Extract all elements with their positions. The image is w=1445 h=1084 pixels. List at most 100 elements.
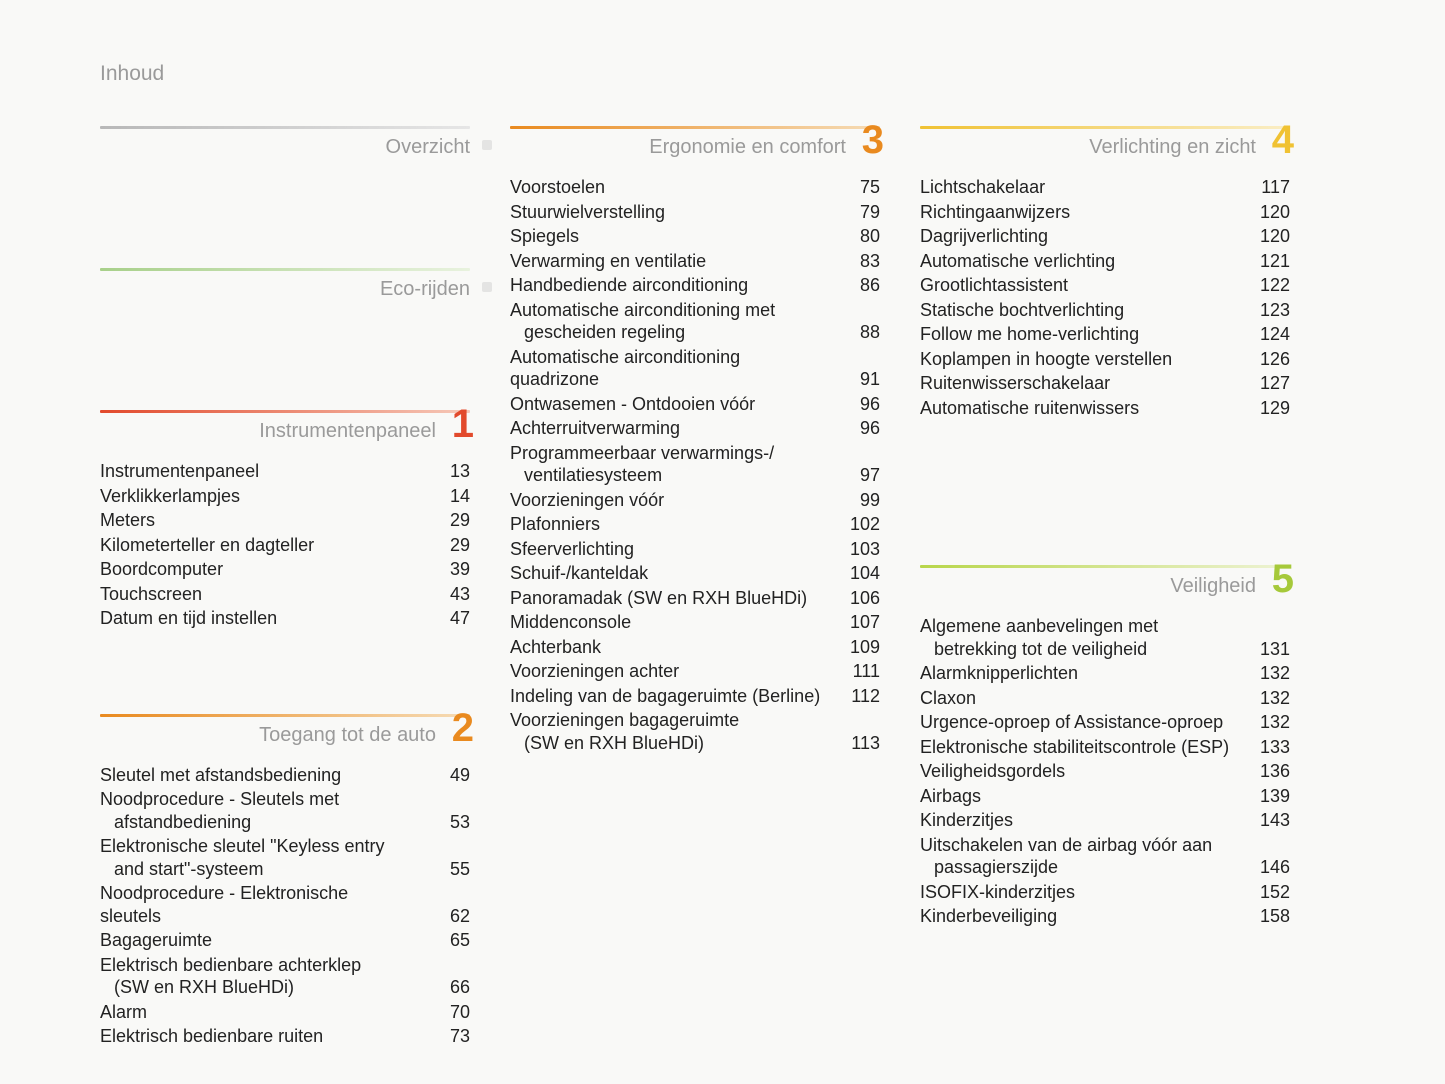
toc-item-page: 96: [832, 417, 880, 440]
toc-item: Meters29: [100, 509, 470, 532]
toc-item: Ontwasemen - Ontdooien vóór96: [510, 393, 880, 416]
toc-item-page: 55: [422, 858, 470, 881]
toc-item-page: 91: [832, 368, 880, 391]
toc-item-label: Statische bochtverlichting: [920, 299, 1242, 322]
toc-item-label: Richtingaanwijzers: [920, 201, 1242, 224]
section-number: 1: [452, 404, 474, 444]
toc-item-page: 86: [832, 274, 880, 297]
toc-item: Claxon132: [920, 687, 1290, 710]
toc-item-label: Lichtschakelaar: [920, 176, 1242, 199]
toc-item-page: 117: [1242, 176, 1290, 199]
section-rule: [100, 714, 470, 717]
toc-item: Grootlichtassistent122: [920, 274, 1290, 297]
toc-item-label: Sleutel met afstandsbediening: [100, 764, 422, 787]
toc-section: Veiligheid5Algemene aanbevelingen metbet…: [920, 565, 1290, 928]
toc-item: Voorzieningen vóór99: [510, 489, 880, 512]
toc-item: Voorzieningen achter111: [510, 660, 880, 683]
toc-item: Lichtschakelaar117: [920, 176, 1290, 199]
toc-item-page: 107: [832, 611, 880, 634]
toc-item-page: 99: [832, 489, 880, 512]
section-rule: [510, 126, 880, 129]
toc-item-page: 97: [832, 464, 880, 487]
toc-item: Veiligheidsgordels136: [920, 760, 1290, 783]
toc-item: Noodprocedure - Sleutels metafstandbedie…: [100, 788, 470, 833]
toc-item-page: 80: [832, 225, 880, 248]
toc-section: Toegang tot de auto2Sleutel met afstands…: [100, 714, 470, 1048]
toc-item: Boordcomputer39: [100, 558, 470, 581]
section-gap: [100, 354, 470, 410]
toc-item: Voorstoelen75: [510, 176, 880, 199]
toc-item-label: Noodprocedure - Elektronische sleutels: [100, 882, 422, 927]
toc-item-page: 65: [422, 929, 470, 952]
toc-item-label: Verwarming en ventilatie: [510, 250, 832, 273]
toc-item-page: 73: [422, 1025, 470, 1048]
toc-item-label: Noodprocedure - Sleutels metafstandbedie…: [100, 788, 422, 833]
section-number: 2: [452, 708, 474, 748]
toc-item: Instrumentenpaneel13: [100, 460, 470, 483]
toc-section: Eco-rijden: [100, 268, 470, 318]
toc-item-page: 152: [1242, 881, 1290, 904]
toc-item-page: 13: [422, 460, 470, 483]
toc-item: Verwarming en ventilatie83: [510, 250, 880, 273]
toc-item: Handbediende airconditioning86: [510, 274, 880, 297]
section-rule: [100, 126, 470, 129]
toc-item-label: Elektronische stabiliteitscontrole (ESP): [920, 736, 1242, 759]
toc-item: Uitschakelen van de airbag vóór aanpassa…: [920, 834, 1290, 879]
toc-item-label: Achterbank: [510, 636, 832, 659]
toc-item: Achterbank109: [510, 636, 880, 659]
section-gap: [100, 212, 470, 268]
toc-item-page: 111: [832, 660, 880, 683]
toc-item: Alarmknipperlichten132: [920, 662, 1290, 685]
toc-item-page: 75: [832, 176, 880, 199]
toc-item-page: 53: [422, 811, 470, 834]
toc-item-page: 96: [832, 393, 880, 416]
section-gap: [920, 455, 1290, 565]
toc-item-label: Voorzieningen bagageruimte(SW en RXH Blu…: [510, 709, 832, 754]
toc-item: Alarm70: [100, 1001, 470, 1024]
section-number: 4: [1272, 120, 1294, 160]
toc-item-page: 39: [422, 558, 470, 581]
toc-item-label: Programmeerbaar verwarmings-/ventilaties…: [510, 442, 832, 487]
toc-item: Follow me home-verlichting124: [920, 323, 1290, 346]
section-title: Veiligheid: [1170, 575, 1256, 598]
toc-section: Overzicht: [100, 126, 470, 176]
toc-item-label: Kinderzitjes: [920, 809, 1242, 832]
section-number: 5: [1272, 559, 1294, 599]
toc-item-page: 79: [832, 201, 880, 224]
toc-item-label: Airbags: [920, 785, 1242, 808]
section-rule: [100, 268, 470, 271]
toc-item-page: 136: [1242, 760, 1290, 783]
toc-items: Sleutel met afstandsbediening49Noodproce…: [100, 764, 470, 1048]
toc-item-label: Dagrijverlichting: [920, 225, 1242, 248]
toc-item-page: 113: [832, 732, 880, 755]
toc-item-label: Schuif-/kanteldak: [510, 562, 832, 585]
toc-item-page: 66: [422, 976, 470, 999]
toc-item-page: 132: [1242, 687, 1290, 710]
toc-item: Programmeerbaar verwarmings-/ventilaties…: [510, 442, 880, 487]
toc-item-label: Panoramadak (SW en RXH BlueHDi): [510, 587, 832, 610]
toc-section: Verlichting en zicht4Lichtschakelaar117R…: [920, 126, 1290, 419]
toc-item: Achterruitverwarming96: [510, 417, 880, 440]
toc-item: Kinderbeveiliging158: [920, 905, 1290, 928]
toc-item-label: Touchscreen: [100, 583, 422, 606]
toc-item-label: Automatische ruitenwissers: [920, 397, 1242, 420]
section-rule: [920, 126, 1290, 129]
toc-item-label: Ruitenwisserschakelaar: [920, 372, 1242, 395]
toc-item-page: 120: [1242, 225, 1290, 248]
page-title: Inhoud: [100, 62, 1385, 86]
toc-item-label: Elektrisch bedienbare ruiten: [100, 1025, 422, 1048]
toc-item-page: 109: [832, 636, 880, 659]
toc-item-label: Sfeerverlichting: [510, 538, 832, 561]
toc-item-label: Elektronische sleutel "Keyless entryand …: [100, 835, 422, 880]
toc-item-label: Ontwasemen - Ontdooien vóór: [510, 393, 832, 416]
toc-item-page: 146: [1242, 856, 1290, 879]
toc-section: Ergonomie en comfort3Voorstoelen75Stuurw…: [510, 126, 880, 754]
toc-item-page: 70: [422, 1001, 470, 1024]
section-gap: [100, 666, 470, 714]
toc-item: Kilometerteller en dagteller29: [100, 534, 470, 557]
toc-item-page: 62: [422, 905, 470, 928]
toc-item-label: Algemene aanbevelingen metbetrekking tot…: [920, 615, 1242, 660]
toc-column: Verlichting en zicht4Lichtschakelaar117R…: [920, 126, 1290, 1084]
section-number: 3: [862, 120, 884, 160]
toc-item-page: 132: [1242, 711, 1290, 734]
